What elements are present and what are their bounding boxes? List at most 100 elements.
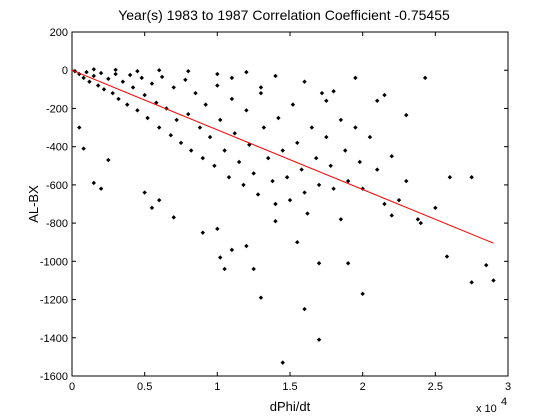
- data-points: [72, 67, 496, 365]
- data-point: [215, 226, 220, 232]
- data-point: [186, 68, 191, 74]
- data-point: [316, 261, 322, 266]
- data-point: [222, 266, 227, 272]
- data-point: [81, 75, 86, 81]
- data-point: [218, 117, 223, 123]
- data-point: [241, 182, 246, 188]
- data-point: [353, 125, 358, 130]
- x-axis-scale-exponent: 4: [501, 396, 507, 408]
- data-point: [382, 92, 387, 98]
- data-point: [331, 89, 336, 94]
- data-point: [229, 75, 235, 81]
- data-point: [261, 125, 267, 130]
- data-point: [418, 220, 423, 226]
- data-point: [484, 262, 489, 268]
- data-point: [299, 167, 304, 172]
- data-point: [178, 140, 184, 146]
- data-point: [396, 197, 402, 203]
- data-point: [251, 266, 256, 272]
- y-tick-label: -1200: [40, 295, 68, 307]
- data-point: [287, 197, 293, 203]
- data-point: [389, 213, 394, 218]
- data-point: [273, 201, 278, 207]
- y-axis: 200 0 -200 -400 -600 -800 -1000 -1200 -1400 -1600: [40, 27, 508, 383]
- data-point: [273, 73, 278, 79]
- x-axis-scale-label: x 10: [476, 403, 497, 415]
- data-point: [338, 117, 344, 123]
- data-point: [324, 134, 329, 140]
- data-point: [77, 71, 82, 77]
- data-point: [236, 159, 242, 165]
- data-point: [149, 205, 155, 211]
- data-point: [229, 247, 235, 253]
- data-point: [305, 211, 310, 216]
- data-point: [171, 85, 176, 90]
- data-point: [159, 74, 165, 80]
- data-point: [433, 205, 438, 211]
- data-point: [324, 98, 329, 103]
- data-point: [302, 79, 307, 84]
- y-tick-label: 0: [62, 65, 68, 77]
- data-point: [174, 117, 179, 123]
- data-point: [142, 190, 147, 195]
- y-tick-label: -1000: [40, 256, 68, 268]
- data-point: [157, 125, 162, 130]
- data-point: [290, 102, 296, 107]
- data-point: [280, 360, 285, 365]
- data-point: [295, 140, 300, 146]
- data-point: [188, 148, 194, 153]
- data-point: [127, 72, 133, 78]
- x-tick-label: 2.5: [428, 381, 443, 393]
- x-tick-label: 1.5: [282, 381, 297, 393]
- x-tick-label: 1: [214, 381, 220, 393]
- y-tick-label: -1600: [40, 371, 68, 383]
- data-point: [284, 175, 290, 180]
- data-point: [145, 115, 150, 121]
- data-point: [345, 178, 351, 184]
- data-point: [101, 87, 107, 92]
- data-point: [375, 98, 380, 103]
- data-point: [316, 337, 322, 342]
- data-point: [266, 155, 271, 161]
- data-point: [343, 148, 348, 153]
- data-point: [258, 295, 264, 300]
- data-point: [91, 67, 96, 72]
- data-point: [353, 75, 358, 81]
- data-point: [469, 175, 474, 180]
- data-point: [149, 81, 155, 86]
- data-point: [87, 79, 92, 84]
- data-point: [116, 96, 121, 102]
- data-point: [91, 73, 96, 79]
- data-point: [295, 240, 300, 245]
- data-point: [222, 148, 227, 153]
- data-point: [328, 163, 333, 168]
- data-point: [244, 108, 249, 113]
- data-point: [110, 90, 115, 96]
- data-point: [302, 190, 307, 195]
- data-point: [113, 67, 118, 73]
- data-point: [120, 79, 126, 84]
- data-point: [200, 230, 205, 235]
- data-point: [218, 255, 223, 260]
- data-point: [197, 125, 203, 130]
- data-point: [357, 159, 362, 165]
- data-point: [244, 243, 249, 249]
- data-point: [135, 108, 140, 113]
- data-point: [81, 146, 86, 151]
- data-point: [215, 83, 220, 88]
- data-point: [273, 219, 278, 224]
- data-point: [130, 85, 136, 90]
- data-point: [142, 92, 147, 98]
- data-point: [113, 71, 118, 77]
- data-point: [84, 69, 89, 75]
- x-tick-label: 0: [69, 381, 75, 393]
- data-point: [331, 186, 336, 191]
- data-point: [309, 125, 314, 130]
- data-point: [229, 96, 235, 102]
- data-point: [247, 142, 252, 147]
- data-point: [444, 254, 450, 259]
- data-point: [200, 155, 205, 161]
- x-tick-label: 2: [360, 381, 366, 393]
